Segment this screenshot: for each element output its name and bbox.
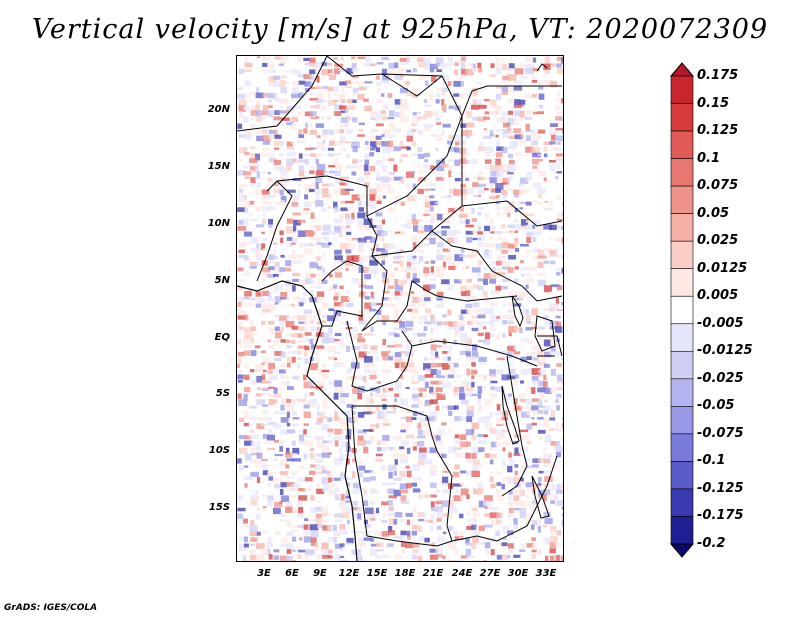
colorbar-swatch xyxy=(670,323,694,352)
border-line xyxy=(237,56,328,132)
colorbar-tick-label: 0.025 xyxy=(697,233,739,249)
colorbar-tick-label: -0.175 xyxy=(697,508,744,524)
colorbar-tick-label: 0.1 xyxy=(697,150,721,166)
colorbar-tick-label: 0.175 xyxy=(697,68,739,83)
colorbar-swatch xyxy=(670,268,694,297)
border-line xyxy=(361,280,518,332)
colorbar-tick-label: -0.2 xyxy=(697,536,726,551)
colorbar-swatch xyxy=(670,406,694,435)
border-line xyxy=(501,355,528,497)
lat-tick-label: 10S xyxy=(208,445,230,456)
colorbar-swatch xyxy=(670,158,694,187)
colorbar-tick-label: 0.05 xyxy=(697,205,730,221)
border-line xyxy=(266,56,463,217)
colorbar-swatch xyxy=(670,75,694,104)
map-area xyxy=(236,55,564,562)
colorbar-swatch xyxy=(670,350,694,380)
lat-tick-label: 10N xyxy=(207,218,230,229)
vertical-velocity-field xyxy=(237,56,563,561)
lat-tick-label: EQ xyxy=(214,332,230,343)
lat-tick-label: 5S xyxy=(215,388,230,399)
border-line xyxy=(537,335,563,357)
border-line xyxy=(461,85,562,117)
colorbar-tick-label: 0.005 xyxy=(697,288,739,304)
coastline xyxy=(237,280,358,561)
colorbar-tick-label: -0.025 xyxy=(697,370,744,386)
lake-outline xyxy=(531,475,550,519)
border-line xyxy=(381,73,443,97)
colorbar-swatch xyxy=(670,433,694,462)
border-line xyxy=(411,340,538,367)
colorbar-swatch xyxy=(670,461,694,490)
border-line xyxy=(431,230,563,302)
lon-tick-label: 27E xyxy=(479,568,501,579)
colorbar-swatch xyxy=(670,295,694,325)
colorbar-swatch xyxy=(670,378,694,407)
colorbar-tick-label: 0.075 xyxy=(697,178,739,194)
colorbar-tick-label: 0.0125 xyxy=(697,260,748,276)
lat-tick-label: 15S xyxy=(208,502,230,513)
lon-tick-label: 3E xyxy=(257,568,271,579)
lon-tick-label: 12E xyxy=(338,568,360,579)
colorbar-swatch xyxy=(670,185,694,214)
colorbar-top-arrow xyxy=(670,62,694,77)
coastline xyxy=(536,63,548,72)
lake-outline xyxy=(534,315,556,352)
lon-tick-label: 21E xyxy=(422,568,444,579)
colorbar-swatch xyxy=(670,213,694,242)
border-line xyxy=(352,405,558,542)
colorbar-tick-label: -0.05 xyxy=(697,398,735,414)
border-line xyxy=(461,116,563,227)
border-line xyxy=(366,535,453,547)
colorbar xyxy=(670,62,694,558)
colorbar-tick-label: -0.005 xyxy=(697,315,744,331)
border-line xyxy=(351,405,368,537)
map-title: Vertical velocity [m/s] at 925hPa, VT: 2… xyxy=(31,14,769,45)
lon-tick-label: 6E xyxy=(285,568,299,579)
colorbar-swatch xyxy=(670,240,694,270)
lake-outline xyxy=(501,385,520,445)
lon-tick-label: 30E xyxy=(507,568,529,579)
border-line xyxy=(346,320,413,392)
colorbar-tick-label: -0.1 xyxy=(697,453,726,469)
lon-tick-label: 33E xyxy=(535,568,557,579)
colorbar-tick-label: 0.125 xyxy=(697,123,739,139)
lake-outline xyxy=(511,295,524,328)
border-line xyxy=(361,255,388,332)
colorbar-swatch xyxy=(670,130,694,159)
colorbar-tick-label: -0.0125 xyxy=(697,343,753,359)
lat-tick-label: 5N xyxy=(214,275,230,286)
lon-tick-label: 18E xyxy=(394,568,416,579)
colorbar-bottom-arrow xyxy=(670,543,694,558)
colorbar-swatch xyxy=(670,103,694,132)
border-line xyxy=(321,260,363,327)
grads-credit: GrADS: IGES/COLA xyxy=(4,603,98,613)
border-line xyxy=(366,205,463,257)
border-line xyxy=(256,180,293,282)
lat-tick-label: 15N xyxy=(207,161,230,172)
lon-tick-label: 15E xyxy=(366,568,388,579)
lon-tick-label: 9E xyxy=(313,568,327,579)
colorbar-swatch xyxy=(670,516,694,545)
colorbar-tick-label: 0.15 xyxy=(697,95,730,111)
lon-tick-label: 24E xyxy=(451,568,473,579)
colorbar-tick-label: -0.125 xyxy=(697,480,744,496)
colorbar-tick-label: -0.075 xyxy=(697,425,744,441)
lat-tick-label: 20N xyxy=(207,104,230,115)
colorbar-swatch xyxy=(670,488,694,517)
